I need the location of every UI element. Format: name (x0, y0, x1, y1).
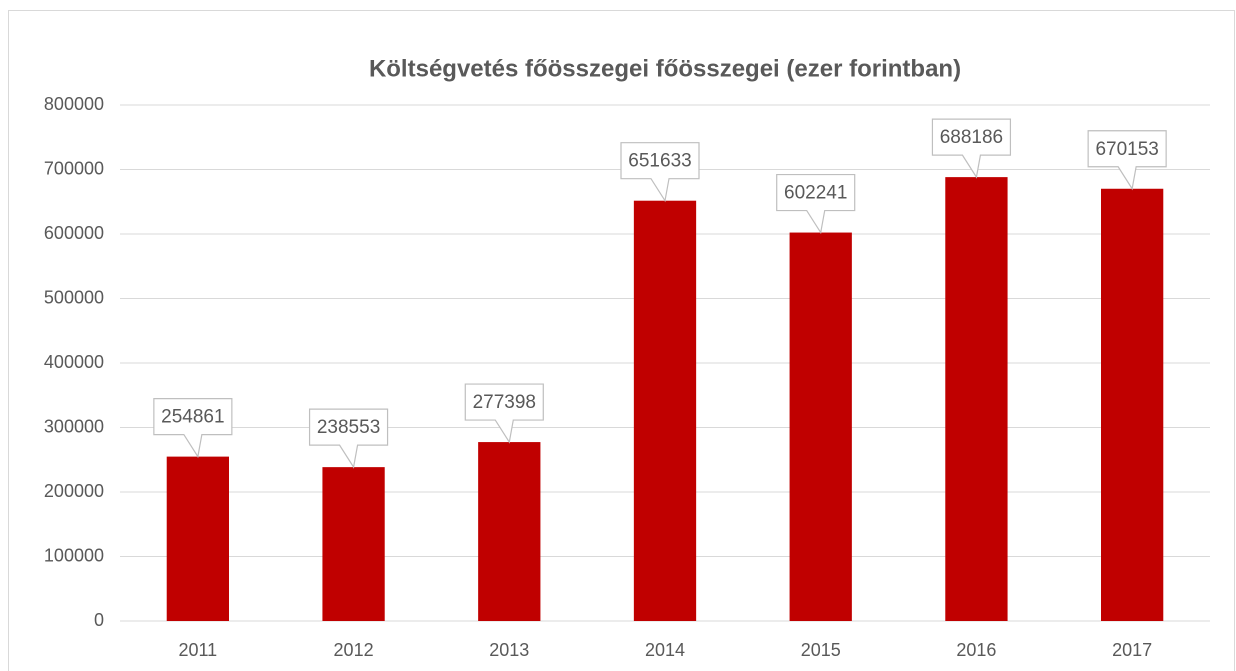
y-tick-label: 800000 (44, 94, 104, 114)
data-label-callout (1087, 130, 1167, 191)
bar (789, 232, 852, 621)
chart-title: Költségvetés főösszegei főösszegei (ezer… (369, 55, 961, 82)
data-label-callout (153, 398, 233, 459)
data-label-callout (620, 142, 700, 203)
bar (166, 456, 229, 621)
x-tick-label: 2011 (178, 640, 217, 660)
data-label-callout (308, 408, 389, 469)
data-label-callout (931, 118, 1012, 179)
data-label: 651633 (628, 151, 691, 172)
x-tick-label: 2014 (645, 640, 685, 660)
y-tick-label: 400000 (44, 352, 104, 372)
y-tick-label: 0 (94, 610, 104, 630)
bar (322, 467, 385, 621)
x-tick-label: 2012 (334, 640, 374, 660)
y-tick-label: 300000 (44, 416, 104, 436)
x-tick-label: 2013 (489, 640, 529, 660)
x-tick-label: 2016 (956, 640, 996, 660)
data-label: 688186 (940, 127, 1003, 148)
bar (1101, 188, 1164, 621)
y-tick-label: 200000 (44, 481, 104, 501)
data-label: 277398 (473, 392, 536, 413)
y-tick-label: 100000 (44, 545, 104, 565)
x-tick-label: 2017 (1112, 640, 1152, 660)
y-tick-label: 600000 (44, 223, 104, 243)
x-tick-label: 2015 (801, 640, 841, 660)
data-label: 238553 (317, 417, 380, 438)
bar (633, 200, 697, 621)
data-label: 670153 (1095, 139, 1158, 160)
data-label-callout (776, 173, 856, 235)
data-label: 254861 (161, 407, 224, 428)
bar (945, 177, 1008, 621)
y-tick-label: 500000 (44, 287, 104, 307)
data-label: 602241 (784, 183, 847, 204)
data-label-callout (464, 383, 544, 444)
y-tick-label: 700000 (44, 158, 104, 178)
bar (478, 442, 541, 621)
